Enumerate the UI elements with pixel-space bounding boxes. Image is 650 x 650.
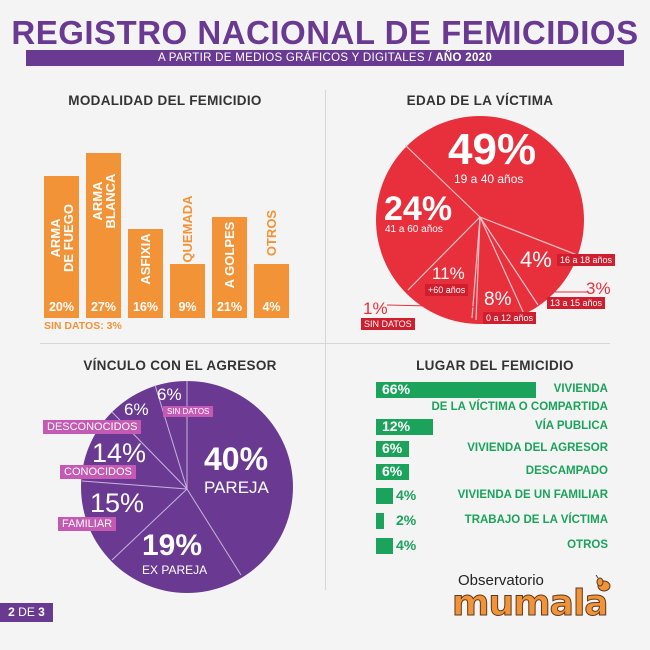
lugar-row: 6% DESCAMPADO bbox=[376, 463, 608, 480]
edad-49-label: 19 a 40 años bbox=[454, 172, 524, 186]
bar-value: 9% bbox=[178, 300, 197, 314]
vinculo-19-pct: 19% bbox=[142, 529, 203, 562]
modalidad-title: MODALIDAD DEL FEMICIDIO bbox=[68, 93, 262, 108]
edad-11-label: +60 años bbox=[425, 284, 469, 296]
edad-title: EDAD DE LA VÍCTIMA bbox=[406, 93, 554, 108]
vinculo-6a-pct: 6% bbox=[124, 400, 149, 419]
vinculo-15-label: FAMILIAR bbox=[58, 517, 117, 531]
lugar-value: 12% bbox=[382, 418, 411, 434]
subtitle: A PARTIR DE MEDIOS GRÁFICOS Y DIGITALES … bbox=[157, 52, 436, 64]
lugar-label: VIVIENDA DE UN FAMILIAR bbox=[457, 489, 608, 501]
vinculo-6b-label: SIN DATOS bbox=[163, 406, 214, 417]
sin-datos-note: SIN DATOS: 3% bbox=[44, 320, 122, 332]
bar-asfixia: ASFIXIA 16% bbox=[128, 229, 163, 318]
bar-quemada: QUEMADA 9% bbox=[170, 195, 205, 318]
lugar-label: VIVIENDA bbox=[553, 383, 608, 395]
logo-mumala: mumala bbox=[452, 583, 610, 625]
edad-3-label: 13 a 15 años bbox=[547, 297, 606, 309]
lugar-value: 4% bbox=[396, 537, 417, 553]
edad-8-label: 0 a 12 años bbox=[483, 312, 537, 324]
edad-24-pct: 24% bbox=[384, 190, 453, 228]
lugar-value: 2% bbox=[396, 512, 417, 528]
bar-value: 4% bbox=[262, 300, 281, 314]
bar-arma-fuego: ARMA DE FUEGO 20% bbox=[44, 176, 79, 318]
lugar-label: OTROS bbox=[567, 539, 608, 551]
edad-8-pct: 8% bbox=[484, 289, 512, 310]
vinculo-14-label: CONOCIDOS bbox=[60, 465, 136, 479]
lugar-label: TRABAJO DE LA VÍCTIMA bbox=[464, 514, 608, 526]
vinculo-6b-pct: 6% bbox=[157, 385, 182, 404]
lugar-label: VÍA PUBLICA bbox=[534, 420, 608, 432]
edad-1-pct: 1% bbox=[363, 299, 388, 318]
year: AÑO 2020 bbox=[435, 52, 493, 64]
bar-a-golpes: A GOLPES 21% bbox=[212, 217, 247, 318]
page-title: REGISTRO NACIONAL DE FEMICIDIOS bbox=[11, 14, 639, 51]
lugar-value: 6% bbox=[382, 463, 403, 479]
bar-value: 20% bbox=[48, 300, 75, 314]
butterfly-icon bbox=[595, 575, 611, 592]
lugar-row: 2% TRABAJO DE LA VÍCTIMA bbox=[376, 512, 608, 529]
lugar-row: 6% VIVIENDA DEL AGRESOR bbox=[376, 440, 608, 457]
edad-3-pct: 3% bbox=[586, 279, 611, 298]
lugar-row: 66% VIVIENDA DE LA VÍCTIMA O COMPARTIDA bbox=[376, 381, 608, 413]
subtitle-bar: A PARTIR DE MEDIOS GRÁFICOS Y DIGITALES … bbox=[26, 50, 624, 66]
edad-11-pct: 11% bbox=[432, 264, 465, 283]
vinculo-40-pct: 40% bbox=[204, 441, 269, 477]
vinculo-6a-label: DESCONOCIDOS bbox=[43, 420, 142, 434]
bar-otros: OTROS 4% bbox=[254, 210, 289, 318]
lugar-value: 4% bbox=[396, 487, 417, 503]
vinculo-15-pct: 15% bbox=[90, 488, 145, 518]
edad-24-label: 41 a 60 años bbox=[385, 224, 443, 235]
lugar-row: 4% OTROS bbox=[376, 537, 608, 554]
vinculo-40-label: PAREJA bbox=[204, 478, 269, 497]
vertical-divider bbox=[325, 90, 326, 590]
lugar-label-2: DE LA VÍCTIMA O COMPARTIDA bbox=[431, 401, 608, 413]
edad-49-pct: 49% bbox=[448, 125, 537, 174]
horizontal-divider bbox=[40, 343, 610, 344]
lugar-label: VIVIENDA DEL AGRESOR bbox=[467, 442, 608, 454]
bar-value: 21% bbox=[216, 300, 243, 314]
lugar-label: DESCAMPADO bbox=[525, 465, 608, 477]
edad-1-label: SIN DATOS bbox=[361, 318, 415, 330]
vinculo-title: VÍNCULO CON EL AGRESOR bbox=[83, 358, 277, 373]
bar-value: 16% bbox=[132, 300, 159, 314]
vinculo-14-pct: 14% bbox=[92, 438, 147, 468]
edad-4-label: 16 a 18 años bbox=[557, 254, 616, 266]
vinculo-19-label: EX PAREJA bbox=[142, 563, 208, 577]
logo-observatorio: Observatorio bbox=[458, 572, 544, 589]
page-indicator: 2 DE 3 bbox=[0, 603, 53, 622]
lugar-value: 6% bbox=[382, 440, 403, 456]
bar-value: 27% bbox=[90, 300, 117, 314]
lugar-value: 66% bbox=[382, 381, 411, 397]
edad-4-pct: 4% bbox=[520, 247, 552, 272]
bar-arma-blanca: ARMA BLANCA 27% bbox=[86, 153, 121, 318]
lugar-title: LUGAR DEL FEMICIDIO bbox=[416, 358, 574, 373]
lugar-row: 4% VIVIENDA DE UN FAMILIAR bbox=[376, 487, 608, 504]
lugar-row: 12% VÍA PUBLICA bbox=[376, 418, 608, 435]
